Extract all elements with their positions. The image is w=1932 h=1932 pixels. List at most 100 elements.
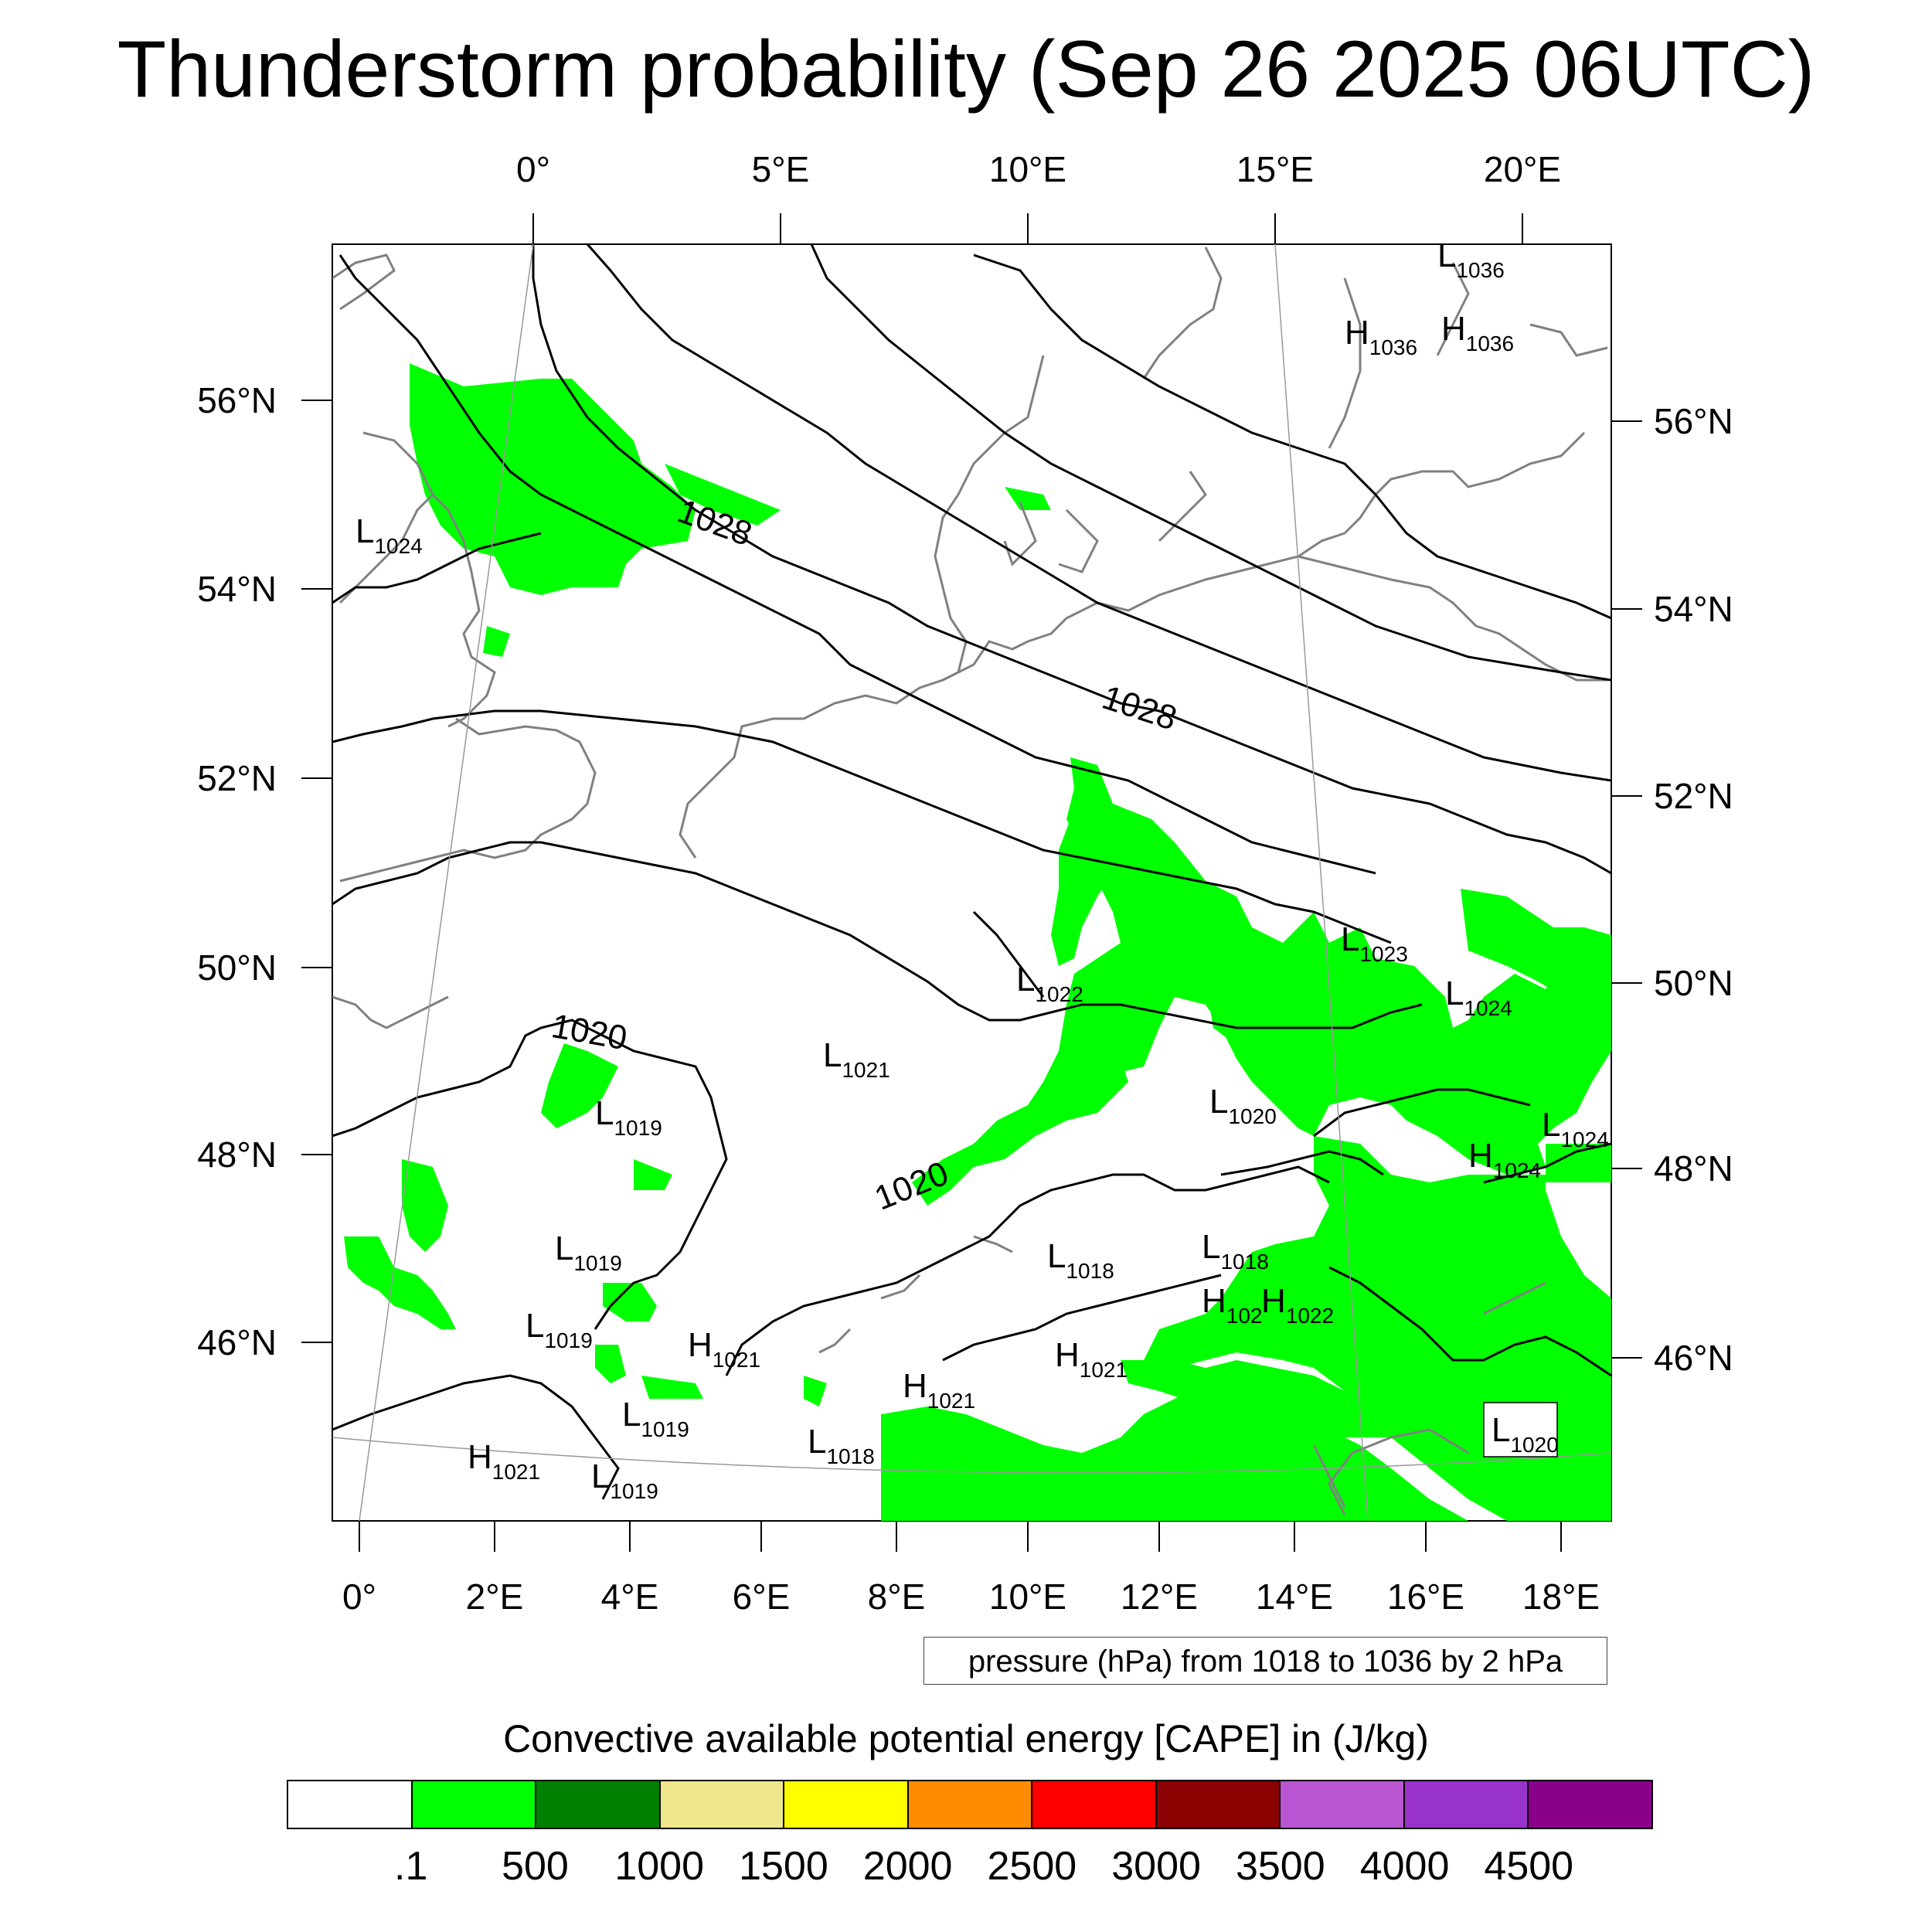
colorbar-cell xyxy=(1156,1781,1281,1828)
colorbar-cell xyxy=(536,1781,661,1828)
isobar-8 xyxy=(332,532,542,604)
right-lat-label: 46°N xyxy=(1654,1338,1733,1378)
colorbar-tick-label: 4000 xyxy=(1359,1844,1450,1889)
pressure-center-label: L1019 xyxy=(622,1396,689,1441)
isobar-11 xyxy=(725,1165,1330,1376)
coastlines xyxy=(332,247,1608,1515)
isobar-14 xyxy=(1483,1142,1611,1184)
colorbar-cell xyxy=(660,1781,785,1828)
right-lat-label: 50°N xyxy=(1654,963,1733,1003)
colorbar-tick-label: .1 xyxy=(394,1844,428,1889)
pressure-center-label: H1021 xyxy=(903,1367,975,1413)
isobar-10 xyxy=(332,1374,620,1500)
top-lon-labels: 0° 5°E 10°E 15°E 20°E xyxy=(516,149,1561,189)
pressure-center-label: L1021 xyxy=(823,1036,890,1082)
isobar-1 xyxy=(332,841,1423,1029)
cape-area-italy-north xyxy=(1121,1360,1360,1437)
pressure-center-label: H1021 xyxy=(688,1326,760,1372)
cape-area-czech xyxy=(1206,981,1267,1051)
isobar-17 xyxy=(972,910,1045,998)
pressure-center-label: H1021 xyxy=(468,1438,540,1484)
cape-area-france-8 xyxy=(804,1376,827,1406)
right-lat-label: 48°N xyxy=(1654,1148,1733,1189)
pressure-center-label: H1021 xyxy=(1055,1336,1128,1382)
right-lat-label: 54°N xyxy=(1654,589,1733,629)
colorbar-tick-label: 2000 xyxy=(862,1844,953,1889)
colorbar-cell xyxy=(1404,1781,1529,1828)
bottom-lon-label: 10°E xyxy=(989,1577,1066,1617)
isobar-9 xyxy=(332,1019,728,1330)
left-lat-label: 52°N xyxy=(197,758,277,798)
isobar-7 xyxy=(973,253,1611,620)
colorbar-tick-label: 500 xyxy=(502,1844,569,1889)
bottom-lon-label: 12°E xyxy=(1121,1577,1198,1617)
pressure-center-label: L1018 xyxy=(1202,1228,1269,1274)
graticule xyxy=(332,244,1611,1521)
colorbar-tick-label: 1000 xyxy=(614,1844,705,1889)
top-lon-label: 10°E xyxy=(989,149,1066,189)
pressure-center-label: L1036 xyxy=(1437,236,1505,282)
isobar-4 xyxy=(532,244,1611,875)
colorbar-cell xyxy=(288,1781,413,1828)
pressure-centers: L1036 H1036 H1036 L1024 L1023 L1024 L102… xyxy=(355,236,1609,1503)
top-lon-label: 5°E xyxy=(752,149,810,189)
cape-area-france-5 xyxy=(595,1345,626,1383)
colorbar-cell xyxy=(784,1781,909,1828)
top-lon-label: 15°E xyxy=(1236,149,1314,189)
pressure-center-label: H102 xyxy=(1202,1282,1263,1328)
isobar-12 xyxy=(942,1274,1222,1362)
bottom-ticks xyxy=(359,1521,1562,1552)
pressure-center-label: L1019 xyxy=(595,1094,662,1140)
cape-area-uk-coast xyxy=(483,626,510,657)
cape-area-france-7 xyxy=(634,1159,672,1190)
colorbar-cell xyxy=(908,1781,1033,1828)
pressure-center-label: L1024 xyxy=(1445,975,1512,1020)
bottom-lon-label: 0° xyxy=(342,1577,376,1617)
isobar-3 xyxy=(338,254,1376,875)
pressure-center-label: H1036 xyxy=(1345,314,1417,359)
pressure-center-label: H1022 xyxy=(1261,1282,1334,1328)
pressure-center-label: L1019 xyxy=(591,1458,658,1503)
bottom-lon-label: 8°E xyxy=(868,1577,926,1617)
cape-area-germany-east xyxy=(1066,757,1611,1175)
cape-area-france-4 xyxy=(603,1283,657,1321)
bottom-lon-label: 4°E xyxy=(601,1577,659,1617)
left-lat-labels: 56°N 54°N 52°N 50°N 48°N 46°N xyxy=(197,380,277,1362)
map-title: Thunderstorm probability (Sep 26 2025 06… xyxy=(117,25,1815,114)
top-lon-label: 0° xyxy=(516,149,550,189)
pressure-center-box xyxy=(1483,1402,1558,1458)
cape-area-france-1 xyxy=(541,1043,618,1128)
isobars xyxy=(332,244,1611,1500)
isobar-15 xyxy=(1220,1150,1384,1176)
left-lat-label: 50°N xyxy=(197,947,277,988)
isobar-5 xyxy=(586,244,1611,782)
colorbar-title: Convective available potential energy [C… xyxy=(503,1717,1429,1760)
cape-area-south-bavaria xyxy=(912,1005,1128,1206)
pressure-center-label: L1019 xyxy=(555,1230,622,1275)
colorbar-cell xyxy=(1281,1781,1405,1828)
right-ticks xyxy=(1611,420,1642,1359)
cape-area-box-se xyxy=(1546,1144,1611,1182)
pressure-center-label: L1018 xyxy=(808,1423,875,1468)
left-lat-label: 48°N xyxy=(197,1134,277,1175)
colorbar-cell xyxy=(1529,1781,1652,1828)
pressure-center-label: H1024 xyxy=(1468,1137,1541,1182)
bottom-lon-label: 2°E xyxy=(466,1577,524,1617)
cape-area-poland xyxy=(1461,889,1611,1005)
bottom-lon-labels: 0° 2°E 4°E 6°E 8°E 10°E 12°E 14°E 16°E 1… xyxy=(342,1577,1600,1617)
pressure-center-label: H1036 xyxy=(1441,310,1514,355)
left-lat-label: 54°N xyxy=(197,569,277,609)
top-lon-label: 20°E xyxy=(1484,149,1561,189)
right-lat-labels: 56°N 54°N 52°N 50°N 48°N 46°N xyxy=(1654,401,1733,1378)
cape-area-alps-south xyxy=(881,1376,1468,1521)
cape-area-denmark xyxy=(1005,487,1051,510)
cape-area-france-3 xyxy=(344,1236,456,1329)
left-lat-label: 46°N xyxy=(197,1322,277,1362)
left-ticks xyxy=(301,400,332,1343)
pressure-center-label: L1018 xyxy=(1047,1237,1114,1283)
pressure-info-box: pressure (hPa) from 1018 to 1036 by 2 hP… xyxy=(923,1637,1607,1685)
colorbar-tick-label: 3000 xyxy=(1111,1844,1201,1889)
cape-area-north-sea-2 xyxy=(665,464,781,526)
colorbar-tick-label: 2500 xyxy=(987,1844,1077,1889)
bottom-lon-label: 6°E xyxy=(733,1577,791,1617)
